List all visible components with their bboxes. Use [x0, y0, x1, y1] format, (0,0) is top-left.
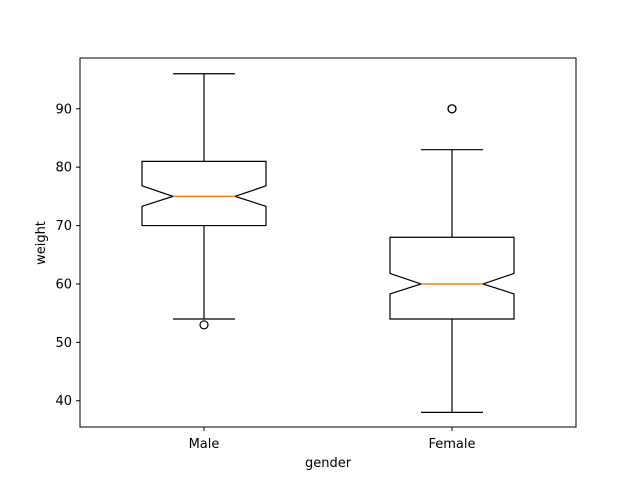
outlier-point	[447, 104, 457, 114]
chart-marks	[141, 73, 515, 414]
y-tick-label: 70	[55, 219, 72, 234]
y-axis: 40 50 60 70 80 90	[55, 102, 80, 409]
box-body	[389, 236, 515, 320]
plot-area	[79, 57, 577, 428]
y-tick-label: 60	[55, 277, 72, 292]
box-group-male	[141, 73, 267, 330]
y-tick-label: 90	[55, 102, 72, 117]
x-axis: Male Female	[189, 427, 476, 452]
x-axis-label: gender	[305, 456, 352, 471]
box-group-female	[389, 104, 515, 414]
y-tick-label: 80	[55, 161, 72, 176]
y-axis-label: weight	[34, 221, 49, 265]
y-tick-label: 50	[55, 336, 72, 351]
y-tick-label: 40	[55, 394, 72, 409]
outlier-point	[199, 320, 209, 330]
box-body	[141, 160, 267, 227]
x-tick-label: Female	[428, 437, 475, 452]
x-tick-label: Male	[189, 437, 220, 452]
